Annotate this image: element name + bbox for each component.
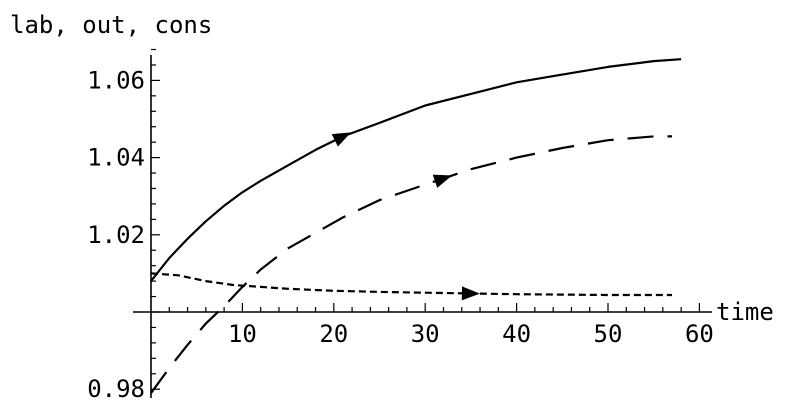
x-tick-label: 20 xyxy=(319,320,348,348)
series-layer xyxy=(150,58,682,394)
y-tick-label: 1.04 xyxy=(87,144,145,172)
x-axis-label: time xyxy=(716,298,774,326)
x-tick-label: 40 xyxy=(502,320,531,348)
direction-arrow-icon xyxy=(461,286,480,301)
y-tick-label: 1.06 xyxy=(87,66,145,94)
x-tick-label: 10 xyxy=(228,320,257,348)
x-tick-label: 60 xyxy=(685,320,714,348)
y-tick-label: 1.02 xyxy=(87,221,145,249)
x-tick-label: 50 xyxy=(594,320,623,348)
direction-arrow-icon xyxy=(432,174,453,188)
y-tick-label: 0.98 xyxy=(87,375,145,403)
y-axis-label: lab, out, cons xyxy=(10,11,212,39)
series-line-long-dash xyxy=(150,135,672,394)
axes: 10 20 30 40 50 60 0.98 1.02 1.04 1.06 xyxy=(87,48,714,403)
x-tick-label: 30 xyxy=(411,320,440,348)
series-line-solid xyxy=(150,58,682,282)
direction-arrow-icon xyxy=(331,132,351,147)
series-line-short-dash xyxy=(150,272,672,297)
